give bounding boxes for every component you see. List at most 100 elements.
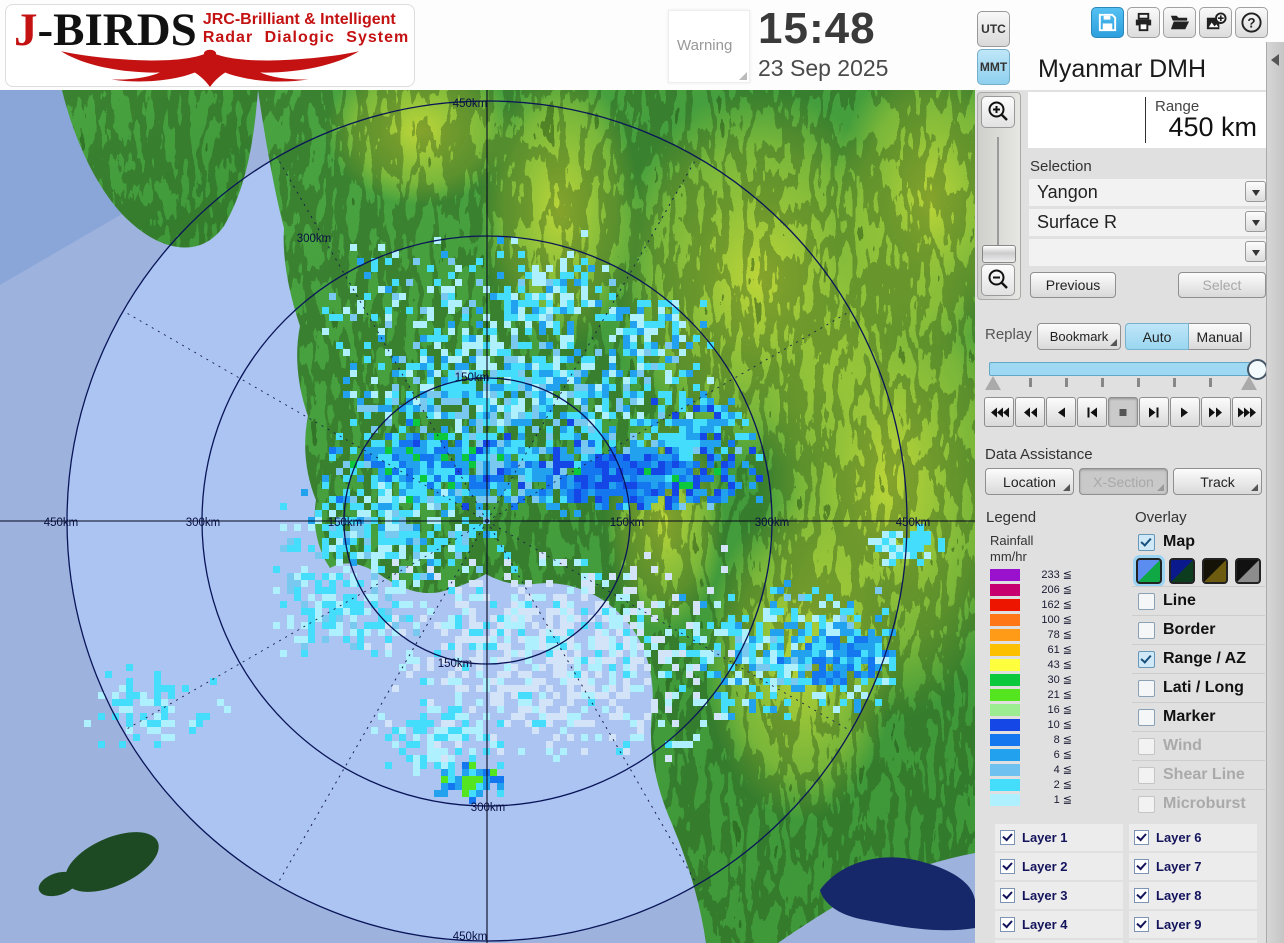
warning-panel[interactable]: Warning xyxy=(668,10,750,83)
x-section-button[interactable]: X-Section xyxy=(1079,468,1168,495)
track-button[interactable]: Track xyxy=(1173,468,1262,495)
overlay-item-map[interactable]: Map xyxy=(1132,528,1265,556)
checkbox[interactable] xyxy=(1134,888,1149,903)
timeline-end-marker[interactable] xyxy=(1241,376,1257,390)
layer-toggle-layer-2[interactable]: Layer 2 xyxy=(995,853,1123,880)
legend-swatch xyxy=(990,748,1020,761)
bookmark-button[interactable]: Bookmark xyxy=(1037,323,1121,350)
save-button[interactable] xyxy=(1091,7,1124,38)
layer-toggle-layer-4[interactable]: Layer 4 xyxy=(995,911,1123,938)
location-button[interactable]: Location xyxy=(985,468,1074,495)
replay-label: Replay xyxy=(985,326,1032,343)
checkbox[interactable] xyxy=(1000,917,1015,932)
auto-button[interactable]: Auto xyxy=(1125,323,1189,350)
product-dropdown[interactable]: Surface R xyxy=(1028,208,1269,237)
overlay-item-microburst[interactable]: Microburst xyxy=(1132,789,1265,818)
zoom-slider-track[interactable] xyxy=(997,137,999,249)
overlay-item-wind[interactable]: Wind xyxy=(1132,731,1265,760)
forward-button[interactable] xyxy=(1201,397,1231,427)
map-style-swatch[interactable] xyxy=(1202,558,1228,584)
site-dropdown[interactable]: Yangon xyxy=(1028,178,1269,207)
dropdown-arrow-icon[interactable] xyxy=(1245,211,1266,232)
checkbox[interactable] xyxy=(1000,888,1015,903)
overlay-item-line[interactable]: Line xyxy=(1132,586,1265,615)
rewind-fast-button[interactable] xyxy=(984,397,1014,427)
overlay-item-shear-line[interactable]: Shear Line xyxy=(1132,760,1265,789)
checkbox[interactable] xyxy=(1138,766,1155,784)
map-style-swatch[interactable] xyxy=(1169,558,1195,584)
legend-swatch xyxy=(990,763,1020,776)
legend-value: 10 ≦ xyxy=(1047,719,1072,731)
layer-column-right: Layer 6 Layer 7 Layer 8 Layer 9 xyxy=(1129,824,1257,943)
checkbox[interactable] xyxy=(1134,830,1149,845)
checkbox[interactable] xyxy=(1134,917,1149,932)
resize-handle-icon[interactable] xyxy=(739,72,747,80)
layer-label: Layer 2 xyxy=(1022,859,1068,874)
step-back-button[interactable] xyxy=(1046,397,1076,427)
manual-button[interactable]: Manual xyxy=(1189,323,1251,350)
playback-controls xyxy=(984,397,1262,427)
dropdown-arrow-icon[interactable] xyxy=(1245,181,1266,202)
timeline-start-marker[interactable] xyxy=(985,376,1001,390)
forward-fast-button[interactable] xyxy=(1232,397,1262,427)
layer-toggle-layer-6[interactable]: Layer 6 xyxy=(1129,824,1257,851)
svg-text:150km: 150km xyxy=(438,658,473,670)
dropdown-arrow-icon[interactable] xyxy=(1245,241,1266,262)
to-start-button[interactable] xyxy=(1077,397,1107,427)
overlay-label: Map xyxy=(1163,533,1195,550)
overlay-item-marker[interactable]: Marker xyxy=(1132,702,1265,731)
print-button[interactable] xyxy=(1127,7,1160,38)
checkbox[interactable] xyxy=(1000,859,1015,874)
data-assistance-label: Data Assistance xyxy=(985,446,1093,463)
mmt-button[interactable]: MMT xyxy=(977,49,1010,85)
radar-map[interactable]: 450km 300km 150km 450km 300km 150km 150k… xyxy=(0,90,976,943)
export-button[interactable] xyxy=(1199,7,1232,38)
layer-row-clipped[interactable] xyxy=(995,940,1123,943)
overlay-item-lati-long[interactable]: Lati / Long xyxy=(1132,673,1265,702)
panel-scrollbar[interactable] xyxy=(1266,42,1284,943)
checkbox[interactable] xyxy=(1138,708,1155,726)
rewind-button[interactable] xyxy=(1015,397,1045,427)
map-style-swatch[interactable] xyxy=(1136,558,1162,584)
checkbox[interactable] xyxy=(1138,679,1155,697)
layer-toggle-layer-3[interactable]: Layer 3 xyxy=(995,882,1123,909)
help-button[interactable]: ? xyxy=(1235,7,1268,38)
stop-button[interactable] xyxy=(1108,397,1138,427)
legend-value: 78 ≦ xyxy=(1047,629,1072,641)
open-button[interactable] xyxy=(1163,7,1196,38)
layer-toggle-layer-7[interactable]: Layer 7 xyxy=(1129,853,1257,880)
map-style-swatch[interactable] xyxy=(1235,558,1261,584)
legend-swatch xyxy=(990,673,1020,686)
checkbox[interactable] xyxy=(1138,737,1155,755)
svg-text:300km: 300km xyxy=(471,802,506,814)
layer-row-clipped[interactable] xyxy=(1129,940,1257,943)
checkbox[interactable] xyxy=(1134,859,1149,874)
checkbox[interactable] xyxy=(1138,795,1155,813)
divider xyxy=(1145,97,1146,143)
overlay-item-border[interactable]: Border xyxy=(1132,615,1265,644)
layer-toggle-layer-9[interactable]: Layer 9 xyxy=(1129,911,1257,938)
overlay-item-range-az[interactable]: Range / AZ xyxy=(1132,644,1265,673)
zoom-in-button[interactable] xyxy=(981,96,1015,128)
utc-button[interactable]: UTC xyxy=(977,11,1010,47)
to-end-button[interactable] xyxy=(1139,397,1169,427)
checkbox[interactable] xyxy=(1138,533,1155,551)
timeline-track[interactable] xyxy=(989,362,1259,376)
layer-label: Layer 3 xyxy=(1022,888,1068,903)
legend-row: 4 ≦ xyxy=(990,762,1072,777)
play-button[interactable] xyxy=(1170,397,1200,427)
layer-toggle-layer-8[interactable]: Layer 8 xyxy=(1129,882,1257,909)
previous-button[interactable]: Previous xyxy=(1030,272,1116,298)
export-image-icon xyxy=(1206,12,1227,30)
select-button[interactable]: Select xyxy=(1178,272,1266,298)
layer-toggle-layer-1[interactable]: Layer 1 xyxy=(995,824,1123,851)
zoom-out-button[interactable] xyxy=(981,264,1015,296)
checkbox[interactable] xyxy=(1138,650,1155,668)
checkbox[interactable] xyxy=(1000,830,1015,845)
checkbox[interactable] xyxy=(1138,592,1155,610)
checkbox[interactable] xyxy=(1138,621,1155,639)
scroll-left-arrow-icon[interactable] xyxy=(1271,54,1279,66)
zoom-slider-handle[interactable] xyxy=(982,245,1016,263)
option-dropdown[interactable] xyxy=(1028,238,1269,267)
svg-text:150km: 150km xyxy=(610,517,645,529)
